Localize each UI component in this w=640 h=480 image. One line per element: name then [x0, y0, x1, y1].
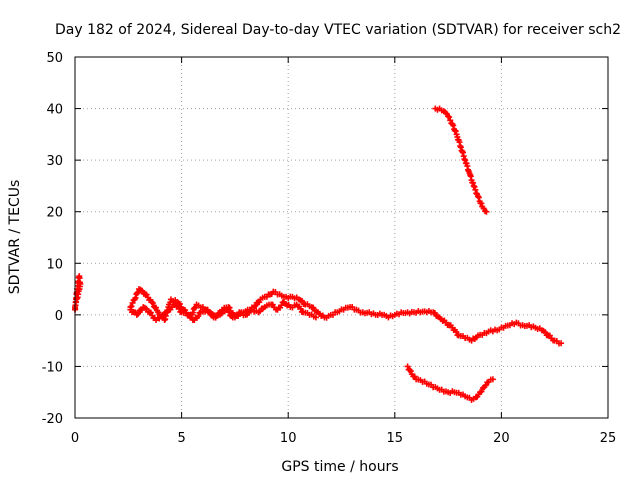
- x-tick-label: 10: [280, 431, 297, 446]
- data-point: [474, 193, 481, 200]
- y-tick-label: 10: [46, 257, 63, 272]
- data-point: [558, 340, 565, 347]
- y-tick-label: 50: [46, 51, 63, 66]
- x-tick-label: 5: [177, 431, 185, 446]
- plot-frame: [74, 56, 609, 419]
- x-tick-label: 20: [493, 431, 510, 446]
- data-point-fill: [128, 303, 135, 310]
- data-point-fill: [407, 368, 414, 375]
- x-tick-label: 15: [387, 431, 404, 446]
- data-point-fill: [143, 305, 150, 312]
- data-point-fill: [453, 328, 460, 335]
- data-point-fill: [252, 302, 259, 309]
- data-point-fill: [149, 300, 156, 307]
- data-point-fill: [452, 128, 459, 135]
- data-point-fill: [310, 304, 317, 311]
- data-point: [312, 314, 319, 321]
- data-point: [489, 376, 496, 383]
- data-points: [72, 105, 565, 403]
- y-tick-label: 0: [55, 309, 63, 324]
- x-ticks: 0 5 10 15 20 25: [71, 57, 616, 446]
- data-point-fill: [478, 388, 485, 395]
- data-point-fill: [225, 309, 232, 316]
- data-point-fill: [447, 117, 454, 124]
- x-tick-label: 0: [71, 431, 79, 446]
- data-point-fill: [478, 200, 485, 207]
- data-point-fill: [542, 329, 549, 336]
- data-point-fill: [297, 305, 304, 312]
- data-point: [470, 182, 477, 189]
- x-tick-label: 25: [600, 431, 617, 446]
- y-tick-label: 40: [46, 103, 63, 118]
- data-point-fill: [139, 287, 146, 294]
- data-point-fill: [406, 366, 413, 373]
- x-axis-title: GPS time / hours: [281, 459, 398, 475]
- y-tick-label: -10: [42, 360, 63, 375]
- y-axis-title: SDTVAR / TECUs: [7, 180, 23, 295]
- data-point-fill: [153, 304, 160, 311]
- data-point-fill: [450, 122, 457, 129]
- y-tick-label: -20: [42, 412, 63, 427]
- data-point-fill: [472, 186, 479, 193]
- chart-title: Day 182 of 2024, Sidereal Day-to-day VTE…: [55, 22, 621, 38]
- data-point-fill: [176, 305, 183, 312]
- y-ticks: -20 -10 0 10 20 30 40 50: [42, 51, 608, 427]
- grid: [75, 57, 608, 418]
- data-point-fill: [162, 310, 169, 317]
- data-point-fill: [189, 309, 196, 316]
- data-point-fill: [195, 313, 202, 320]
- data-point-fill: [135, 310, 142, 317]
- data-point-fill: [299, 297, 306, 304]
- data-point: [404, 363, 411, 370]
- y-tick-label: 30: [46, 154, 63, 169]
- data-point-fill: [446, 114, 453, 121]
- data-point-fill: [471, 183, 478, 190]
- data-point-fill: [431, 309, 438, 316]
- data-point: [483, 208, 490, 215]
- data-point-fill: [132, 294, 139, 301]
- data-point-fill: [192, 304, 199, 311]
- data-point-fill: [475, 194, 482, 201]
- data-point: [148, 298, 155, 305]
- data-point-fill: [245, 309, 252, 316]
- y-tick-label: 20: [46, 206, 63, 221]
